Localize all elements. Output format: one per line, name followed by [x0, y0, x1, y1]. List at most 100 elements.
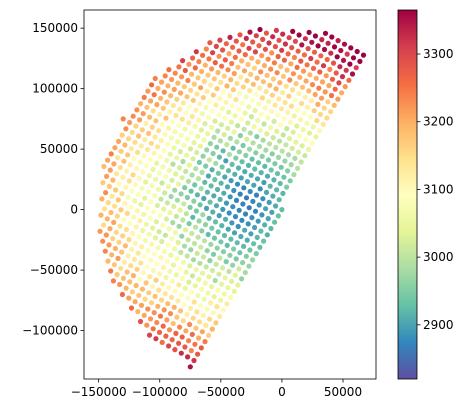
data-point [325, 99, 331, 105]
data-point [224, 184, 231, 190]
data-point [141, 153, 147, 159]
data-point [250, 257, 256, 263]
data-point [261, 238, 267, 244]
data-point [128, 263, 134, 269]
data-point [116, 181, 122, 187]
data-point [191, 240, 198, 247]
data-point [225, 285, 231, 291]
data-point [176, 165, 182, 171]
data-point [110, 177, 116, 183]
data-point [297, 117, 304, 123]
data-point [121, 259, 127, 265]
data-point [160, 265, 167, 271]
data-point [186, 162, 192, 168]
data-point [135, 309, 141, 315]
data-point [192, 123, 198, 129]
data-point [289, 145, 295, 151]
data-point [153, 336, 159, 342]
data-point [250, 39, 256, 45]
data-point [165, 83, 171, 89]
data-point [182, 185, 188, 191]
data-point [190, 214, 196, 220]
data-point [223, 259, 229, 265]
data-point [219, 164, 225, 170]
data-point [142, 296, 148, 302]
data-point [295, 149, 302, 155]
data-point [227, 252, 233, 258]
data-point [252, 166, 258, 172]
data-point [119, 291, 125, 298]
data-point [240, 142, 246, 149]
data-point [141, 211, 147, 217]
data-point [200, 254, 207, 260]
data-point [317, 128, 323, 134]
data-point [170, 161, 176, 167]
data-point [265, 216, 271, 222]
data-point [161, 307, 167, 313]
data-point [215, 170, 221, 176]
data-point [277, 80, 283, 86]
data-point [306, 29, 312, 35]
data-point [259, 153, 265, 159]
data-point [158, 196, 164, 202]
data-point [224, 301, 230, 307]
data-point [278, 106, 285, 112]
data-point [141, 312, 147, 318]
data-point [160, 105, 166, 111]
data-point [253, 251, 259, 257]
data-point [174, 314, 180, 320]
data-point [206, 114, 212, 121]
data-point [273, 144, 279, 151]
data-point [231, 230, 238, 236]
data-point [140, 228, 146, 234]
data-point [144, 104, 150, 110]
data-point [259, 53, 265, 59]
data-point [158, 138, 164, 144]
data-point [127, 279, 133, 285]
data-point [174, 96, 180, 102]
data-point [160, 323, 166, 329]
data-point [206, 274, 212, 280]
data-point [203, 322, 209, 328]
data-point [238, 233, 244, 240]
data-point [185, 295, 191, 301]
data-point [157, 271, 163, 277]
data-point [187, 364, 193, 370]
data-point [282, 158, 288, 164]
data-point [219, 63, 225, 69]
data-point [275, 112, 281, 118]
data-point [186, 120, 192, 126]
data-point [176, 282, 182, 288]
data-point [230, 204, 236, 210]
data-point [132, 139, 138, 145]
data-point [301, 52, 307, 58]
data-point [189, 71, 195, 77]
data-point [185, 354, 191, 360]
data-point [120, 233, 126, 239]
data-point [247, 29, 253, 35]
data-point [209, 326, 215, 332]
data-point [168, 93, 174, 99]
data-point [174, 256, 180, 262]
data-point [196, 276, 202, 283]
data-point [291, 113, 297, 119]
data-point [216, 53, 222, 59]
data-point [317, 69, 323, 75]
data-point [304, 120, 310, 126]
data-point [260, 36, 266, 43]
data-point [319, 37, 325, 43]
data-point [295, 165, 301, 171]
data-point [146, 173, 152, 179]
data-point [282, 99, 288, 106]
data-point [163, 333, 169, 339]
data-point [293, 139, 299, 145]
data-point [124, 210, 130, 216]
data-point [137, 117, 143, 123]
data-point [149, 283, 156, 290]
data-point [197, 202, 203, 208]
data-point [211, 294, 217, 300]
data-point [193, 166, 199, 172]
data-point [271, 118, 277, 124]
data-point [314, 59, 320, 65]
